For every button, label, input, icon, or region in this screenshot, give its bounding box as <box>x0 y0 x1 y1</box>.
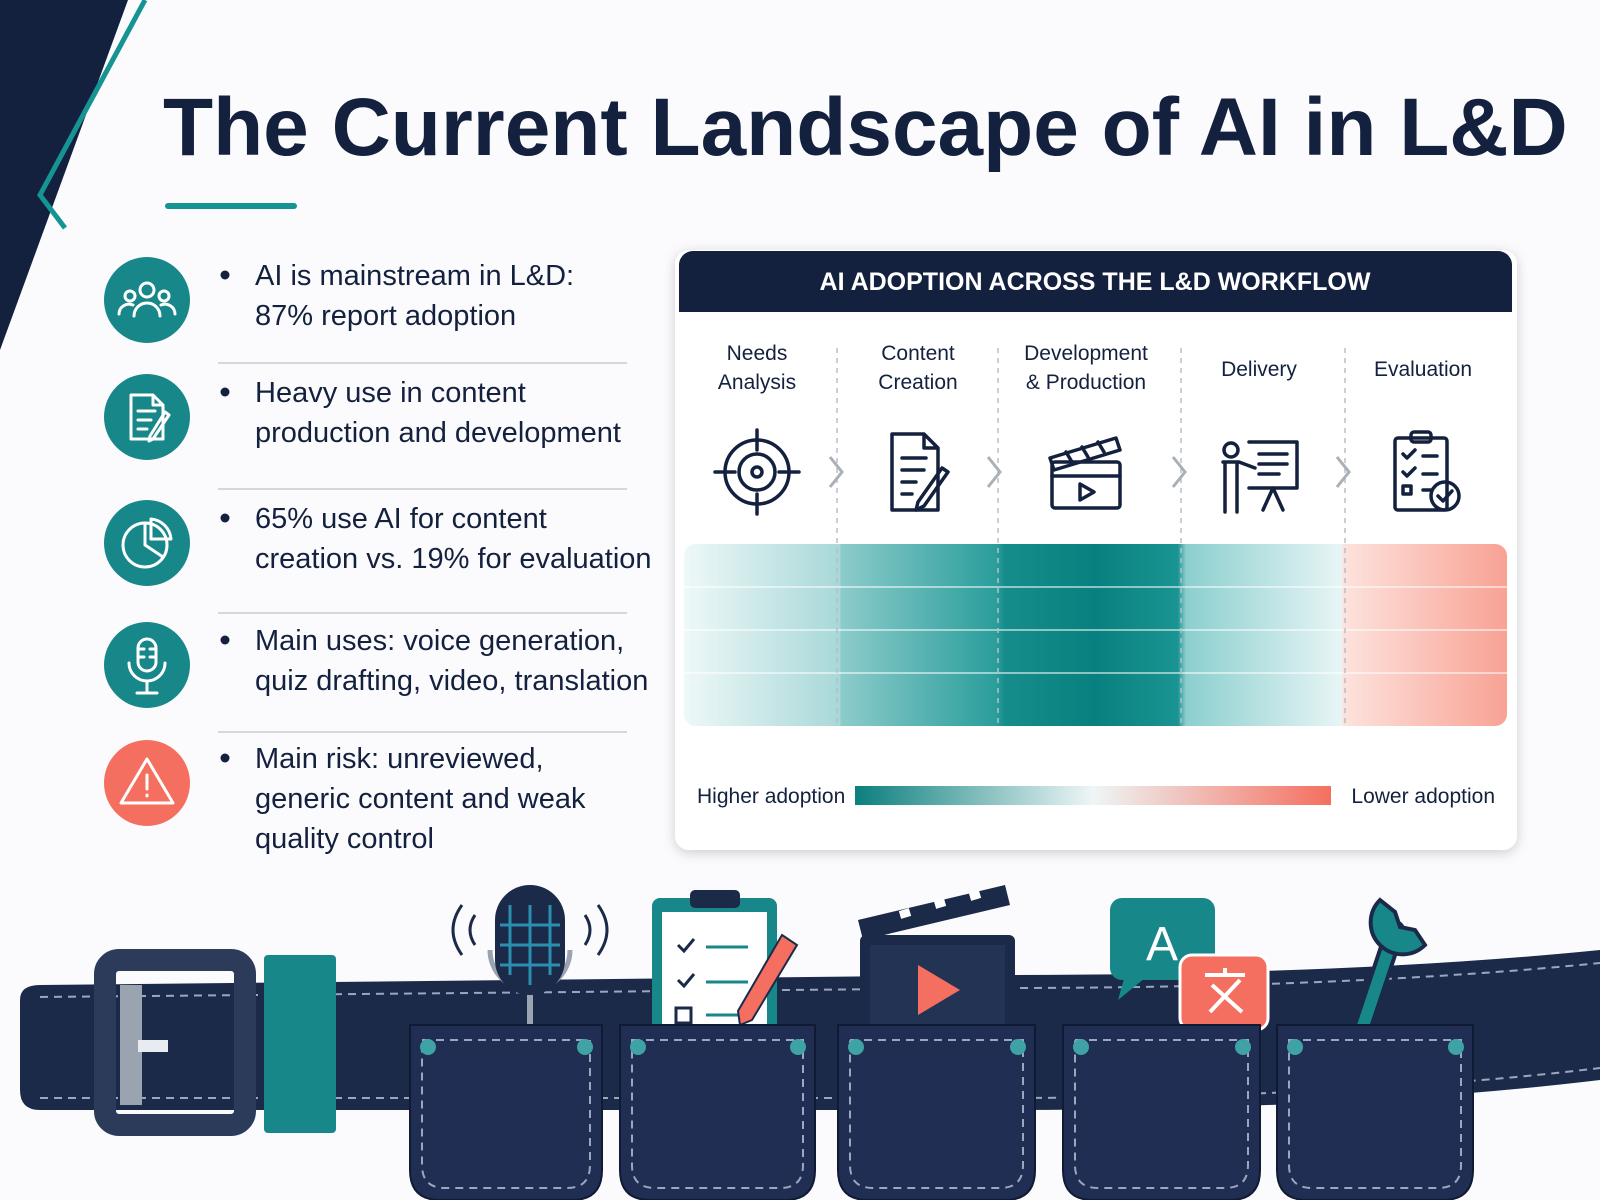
stage-label: Content <box>881 342 955 365</box>
bullet-list: AI is mainstream in L&D: 87% report adopt… <box>104 257 652 855</box>
legend-bar-bg <box>855 786 1331 805</box>
bullet-text: quality control <box>255 823 434 855</box>
stage: Needs Analysis <box>713 342 801 516</box>
stage-icon <box>1221 440 1299 514</box>
bullet-dot <box>220 753 230 763</box>
title-underline <box>165 203 297 209</box>
panel-title: AI ADOPTION ACROSS THE L&D WORKFLOW <box>820 268 1371 296</box>
tool-belt: A <box>20 885 1600 1200</box>
bullet-item: 65% use AI for content creation vs. 19% f… <box>104 500 652 614</box>
stage-dividers <box>836 348 1346 726</box>
panel-header <box>679 251 1512 312</box>
title: The Current Landscape of AI in L&D <box>163 82 1568 173</box>
stage-icon <box>1048 436 1122 510</box>
bullet-text: Main risk: unreviewed, <box>255 743 544 775</box>
stage-label: & Production <box>1026 371 1146 394</box>
bullet-icon-bg <box>104 500 190 586</box>
stage-icon <box>890 432 950 512</box>
legend-high: Higher adoption <box>697 785 845 808</box>
bullet-text: Heavy use in content <box>255 377 526 409</box>
bullet-text: generic content and weak <box>255 783 586 815</box>
stage: Content Creation <box>878 342 958 512</box>
stage: Delivery <box>1221 358 1299 514</box>
bullet-text: quiz drafting, video, translation <box>255 665 648 697</box>
stage: Evaluation <box>1374 358 1472 512</box>
bullet-text: Main uses: voice generation, <box>255 625 624 657</box>
bullet-item: Main risk: unreviewed, generic content an… <box>104 740 586 855</box>
bullet-icon <box>117 281 177 318</box>
stage: Development & Production <box>1024 342 1148 510</box>
bullet-icon <box>121 517 173 569</box>
bullet-dot <box>220 635 230 645</box>
bullet-text: production and development <box>255 417 621 449</box>
heat-rows <box>684 586 1507 674</box>
stage-list: Needs Analysis Content Creation Development &… <box>713 342 1472 516</box>
bullet-icon <box>129 393 171 443</box>
bullet-text: 87% report adoption <box>255 300 516 332</box>
bullet-dot <box>220 513 230 523</box>
bullet-dot <box>220 387 230 397</box>
stage-label: Delivery <box>1221 358 1297 381</box>
chevrons <box>828 456 1351 488</box>
translate-glyph: A <box>1146 918 1178 971</box>
corner-stripe <box>37 0 148 230</box>
stage-label: Needs <box>727 342 788 365</box>
bullet-icon-bg <box>104 257 190 343</box>
stage-label: Development <box>1024 342 1148 365</box>
bullet-text: AI is mainstream in L&D: <box>255 260 574 292</box>
stage-icon <box>713 428 801 516</box>
bullet-icon <box>127 637 167 695</box>
stage-icon <box>1393 430 1461 512</box>
bullet-item: Main uses: voice generation, quiz draftin… <box>104 622 648 733</box>
bullet-icon <box>119 757 175 805</box>
legend-low: Lower adoption <box>1351 785 1495 808</box>
stage-label: Analysis <box>718 371 796 394</box>
bullet-icon-bg <box>104 622 190 708</box>
heat-band <box>684 544 1507 726</box>
bullet-item: AI is mainstream in L&D: 87% report adopt… <box>104 257 627 364</box>
bullet-text: 65% use AI for content <box>255 503 547 535</box>
bullet-text: creation vs. 19% for evaluation <box>255 543 652 575</box>
bullet-icon-bg <box>104 374 190 460</box>
stage-label: Evaluation <box>1374 358 1472 381</box>
bullet-dot <box>220 270 230 280</box>
bullet-item: Heavy use in content production and devel… <box>104 374 627 490</box>
stage-label: Creation <box>878 371 957 394</box>
